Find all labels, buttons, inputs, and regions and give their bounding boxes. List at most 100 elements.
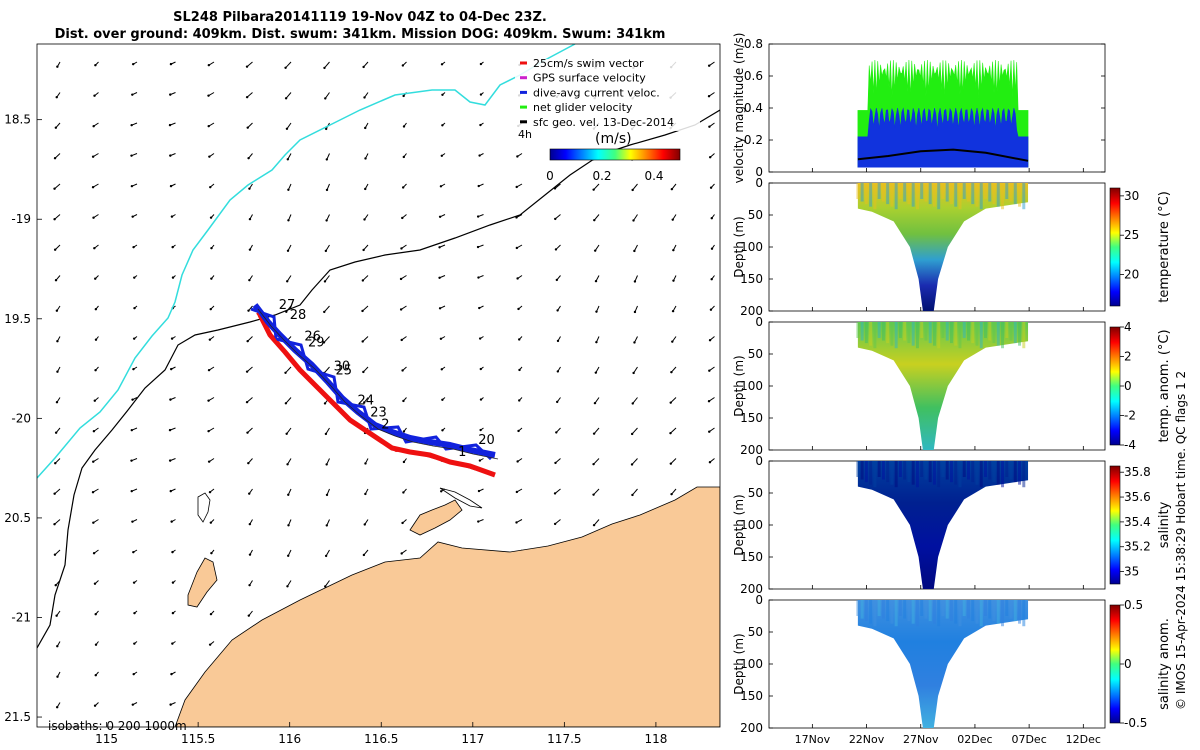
time-x-ticks: 17Nov 22Nov 27Nov 02Dec 07Dec 12Dec bbox=[795, 168, 1101, 746]
map-x-ticks: 115 115.5 116 116.5 117 117.5 118 bbox=[95, 722, 667, 746]
depth-tick-label: 150 bbox=[740, 689, 763, 703]
colorbar-tick-label: 0.5 bbox=[1124, 598, 1143, 612]
section-data bbox=[857, 183, 1029, 311]
legend-entry: 25cm/s swim vector bbox=[533, 57, 644, 70]
colorbar-tick-label: 4 bbox=[1124, 320, 1132, 334]
day-label: 24 bbox=[357, 393, 374, 408]
colorbar-tick: 0.2 bbox=[592, 169, 611, 183]
colorbar-tick-label: 35.2 bbox=[1124, 540, 1151, 554]
map-y-tick-label: 19.5 bbox=[4, 312, 31, 326]
section-panel-salinity: 0 50 100 150 200 Depth (m) 35.8 35.6 35.4 35.2 35 s… bbox=[732, 454, 1172, 596]
land-mass bbox=[174, 486, 720, 727]
speed-colorbar-ticks: 0 0.2 0.4 bbox=[546, 169, 663, 183]
time-tick-label: 12Dec bbox=[1066, 733, 1101, 746]
day-label: 1 bbox=[458, 445, 466, 460]
colorbar-label: (m/s) bbox=[595, 131, 632, 147]
day-label: 26 bbox=[304, 330, 321, 345]
colorbar-label: salinity anom. bbox=[1157, 618, 1172, 710]
glider-track bbox=[250, 303, 499, 478]
time-tick-label: 07Dec bbox=[1011, 733, 1046, 746]
imos-credit: © IMOS 15-Apr-2024 15:38:29 Hobart time.… bbox=[1174, 371, 1188, 710]
velocity-y-tick-label: 0 bbox=[755, 165, 763, 179]
colorbar-tick-label: 35.4 bbox=[1124, 515, 1151, 529]
legend-entry: sfc geo. vel. 13-Dec-2014 bbox=[533, 116, 674, 129]
colorbar-label: salinity bbox=[1157, 501, 1172, 548]
section-panel-temp-anomaly: 0 50 100 150 200 Depth (m) 4 2 0 -2 -4 temp. anom. … bbox=[732, 315, 1172, 457]
depth-tick-label: 150 bbox=[740, 272, 763, 286]
day-label: 25 bbox=[335, 364, 352, 379]
depth-tick-label: 150 bbox=[740, 411, 763, 425]
map-y-tick-label: 20.5 bbox=[4, 511, 31, 525]
depth-tick-label: 100 bbox=[740, 240, 763, 254]
map-y-ticks: 18.5 -19 19.5 -20 20.5 -21 21.5 bbox=[4, 113, 42, 724]
depth-tick-label: 0 bbox=[755, 176, 763, 190]
depth-ylabel: Depth (m) bbox=[732, 216, 746, 277]
colorbar-tick-label: 35 bbox=[1124, 565, 1139, 579]
section-colorbar bbox=[1109, 326, 1121, 446]
colorbar-tick-label: -0.5 bbox=[1124, 716, 1147, 730]
time-tick-label: 17Nov bbox=[795, 733, 831, 746]
map-x-tick-label: 116.5 bbox=[364, 732, 398, 746]
colorbar-tick-label: 35.8 bbox=[1124, 465, 1151, 479]
speed-colorbar bbox=[549, 148, 681, 161]
track-line bbox=[257, 308, 499, 460]
island-cluster bbox=[409, 499, 463, 536]
colorbar-label: temperature (°C) bbox=[1157, 191, 1172, 303]
isobath-1000m bbox=[37, 44, 576, 479]
section-panel-salinity-anomaly: 0 50 100 150 200 Depth (m) 0.5 0 -0.5 salinity an… bbox=[732, 593, 1172, 735]
velocity-y-tick-label: 0.6 bbox=[744, 69, 763, 83]
day-label: 2 bbox=[381, 417, 389, 432]
day-label: 27 bbox=[279, 298, 296, 313]
section-data bbox=[857, 600, 1029, 728]
depth-tick-label: 200 bbox=[740, 304, 763, 318]
track-blue-current bbox=[252, 303, 496, 458]
depth-tick-label: 100 bbox=[740, 379, 763, 393]
section-data bbox=[857, 461, 1029, 589]
map-y-tick-label: 18.5 bbox=[4, 113, 31, 127]
time-tick-label: 02Dec bbox=[957, 733, 992, 746]
colorbar-tick-label: 25 bbox=[1124, 228, 1139, 242]
velocity-magnitude-panel: 0 0.2 0.4 0.6 0.8 velocity magnitude (m/s) bbox=[732, 33, 1106, 183]
colorbar-tick-label: 0 bbox=[1124, 657, 1132, 671]
depth-ylabel: Depth (m) bbox=[732, 355, 746, 416]
map-x-tick-label: 117 bbox=[461, 732, 484, 746]
legend-entry: net glider velocity bbox=[533, 101, 633, 114]
depth-tick-label: 0 bbox=[755, 315, 763, 329]
velocity-y-tick-label: 0.4 bbox=[744, 101, 763, 115]
colorbar-tick-label: 20 bbox=[1124, 268, 1139, 282]
map-x-tick-label: 115.5 bbox=[181, 732, 215, 746]
day-label: 30 bbox=[334, 360, 351, 375]
day-label: 29 bbox=[308, 336, 325, 351]
island-small bbox=[197, 492, 211, 523]
reef-east bbox=[439, 487, 483, 509]
depth-tick-label: 200 bbox=[740, 582, 763, 596]
velocity-y-tick-label: 0.8 bbox=[744, 37, 763, 51]
isobaths-label: isobaths: 0 200 1000m bbox=[48, 719, 187, 733]
depth-tick-label: 100 bbox=[740, 657, 763, 671]
colorbar-tick-label: 35.6 bbox=[1124, 490, 1151, 504]
depth-ylabel: Depth (m) bbox=[732, 494, 746, 555]
colorbar-tick-label: -2 bbox=[1124, 409, 1136, 423]
section-colorbar bbox=[1109, 187, 1121, 307]
island-main bbox=[187, 557, 218, 608]
map-y-tick-label: -19 bbox=[11, 212, 31, 226]
map-x-tick-label: 115 bbox=[95, 732, 118, 746]
depth-tick-label: 50 bbox=[748, 208, 763, 222]
track-blue-zigzag bbox=[250, 307, 493, 461]
map-y-tick-label: -20 bbox=[11, 411, 31, 425]
depth-tick-label: 200 bbox=[740, 443, 763, 457]
depth-tick-label: 50 bbox=[748, 347, 763, 361]
day-label: 20 bbox=[478, 433, 495, 448]
depth-tick-label: 50 bbox=[748, 486, 763, 500]
day-label: 23 bbox=[370, 405, 387, 420]
section-colorbar bbox=[1109, 465, 1121, 585]
depth-tick-label: 0 bbox=[755, 454, 763, 468]
colorbar-tick-label: -4 bbox=[1124, 438, 1136, 452]
section-colorbar bbox=[1109, 604, 1121, 724]
depth-tick-label: 150 bbox=[740, 550, 763, 564]
velocity-y-tick-label: 0.2 bbox=[744, 133, 763, 147]
